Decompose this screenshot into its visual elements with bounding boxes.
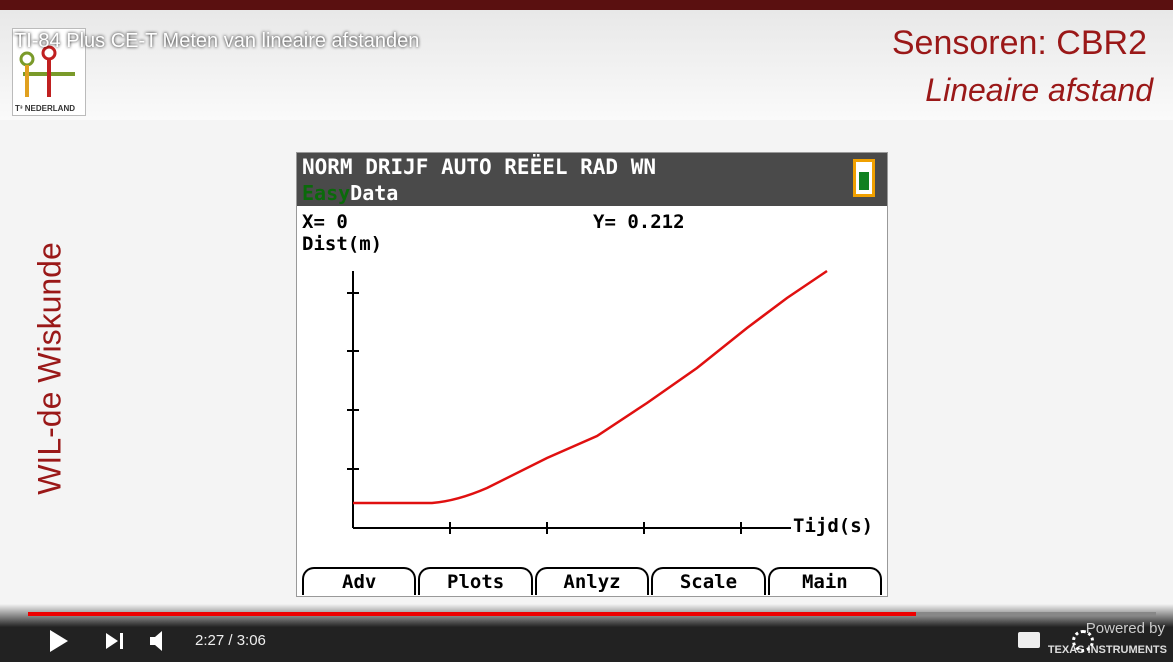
volume-button[interactable] bbox=[150, 631, 162, 651]
calc-tab[interactable]: Adv bbox=[302, 567, 416, 595]
next-button[interactable] bbox=[106, 633, 123, 649]
captions-button[interactable] bbox=[1018, 632, 1040, 648]
calc-tab[interactable]: Anlyz bbox=[535, 567, 649, 595]
progress-played bbox=[28, 612, 916, 616]
calc-tab[interactable]: Plots bbox=[418, 567, 532, 595]
calc-tab[interactable]: Main bbox=[768, 567, 882, 595]
top-bar bbox=[0, 0, 1173, 10]
powered-by: Powered by bbox=[1086, 620, 1165, 637]
logo-text: T³ NEDERLAND bbox=[13, 104, 85, 113]
progress-track[interactable] bbox=[28, 612, 1156, 616]
play-button[interactable] bbox=[50, 630, 68, 652]
calculator-screen: NORM DRIJF AUTO REËEL RAD WN EasyData X=… bbox=[296, 152, 888, 597]
graph bbox=[297, 153, 887, 596]
page: T³ NEDERLAND TI-84 Plus CE-T Meten van l… bbox=[0, 0, 1173, 662]
time-display: 2:27 / 3:06 bbox=[195, 632, 266, 649]
slide-heading: Sensoren: CBR2 bbox=[892, 24, 1147, 63]
brand: TEXAS INSTRUMENTS bbox=[1048, 644, 1167, 656]
slide-subheading: Lineaire afstand bbox=[925, 72, 1153, 109]
video-title[interactable]: TI-84 Plus CE-T Meten van lineaire afsta… bbox=[14, 30, 419, 53]
calc-tab[interactable]: Scale bbox=[651, 567, 765, 595]
player-buttons bbox=[40, 626, 180, 656]
distance-curve bbox=[353, 271, 827, 503]
settings-button[interactable] bbox=[1072, 630, 1094, 652]
side-text: WIL-de Wiskunde bbox=[32, 239, 69, 499]
axes bbox=[347, 271, 791, 534]
